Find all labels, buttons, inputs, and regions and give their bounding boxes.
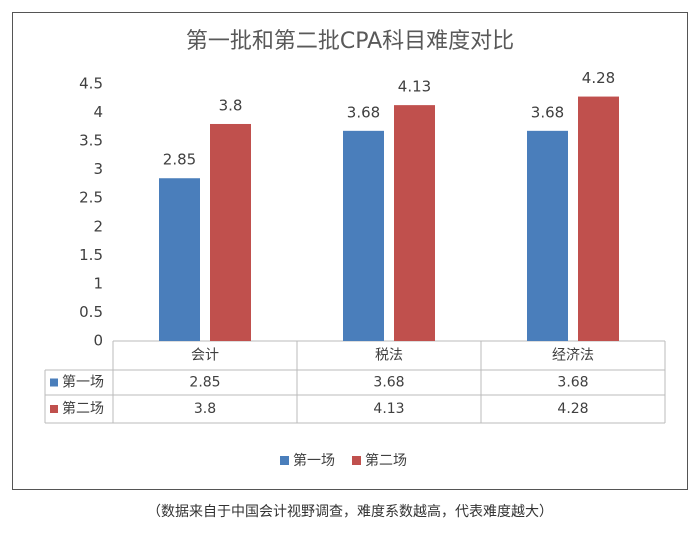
bar bbox=[578, 96, 619, 341]
data-label: 2.85 bbox=[163, 151, 196, 169]
bar bbox=[159, 178, 200, 341]
bar bbox=[210, 123, 251, 341]
x-tick-label: 税法 bbox=[375, 348, 403, 364]
data-label: 3.8 bbox=[219, 96, 243, 114]
legend-key bbox=[280, 456, 289, 465]
data-label: 4.28 bbox=[582, 69, 615, 87]
table-row-header: 第二场 bbox=[62, 400, 104, 417]
y-tick-label: 1 bbox=[93, 274, 103, 292]
table-cell: 4.13 bbox=[373, 401, 404, 417]
table-cell: 2.85 bbox=[189, 375, 220, 391]
y-tick-label: 1.5 bbox=[79, 246, 103, 264]
table-legend-key bbox=[50, 378, 58, 387]
y-tick-label: 0 bbox=[93, 332, 103, 350]
caption: （数据来自于中国会计视野调查，难度系数越高，代表难度越大） bbox=[147, 503, 553, 520]
chart-title: 第一批和第二批CPA科目难度对比 bbox=[186, 29, 514, 54]
y-tick-label: 2 bbox=[93, 217, 103, 235]
y-tick-label: 3 bbox=[93, 160, 103, 178]
table-row-header: 第一场 bbox=[62, 374, 104, 391]
data-label: 4.13 bbox=[398, 78, 431, 96]
table-cell: 4.28 bbox=[557, 401, 588, 417]
table-cell: 3.68 bbox=[373, 375, 404, 391]
legend-key bbox=[352, 456, 361, 465]
data-label: 3.68 bbox=[531, 103, 564, 121]
y-tick-label: 4.5 bbox=[79, 75, 103, 93]
x-tick-label: 会计 bbox=[191, 348, 219, 364]
legend-label: 第二场 bbox=[365, 452, 407, 469]
y-tick-label: 3.5 bbox=[79, 132, 103, 150]
y-tick-label: 4 bbox=[93, 103, 103, 121]
data-label: 3.68 bbox=[347, 103, 380, 121]
bar bbox=[394, 105, 435, 342]
bar bbox=[343, 130, 384, 341]
table-cell: 3.8 bbox=[194, 401, 216, 417]
x-tick-label: 经济法 bbox=[552, 348, 594, 364]
y-tick-label: 2.5 bbox=[79, 189, 103, 207]
table-legend-key bbox=[50, 405, 58, 413]
table-cell: 3.68 bbox=[557, 375, 588, 391]
bar bbox=[527, 130, 568, 341]
legend-label: 第一场 bbox=[293, 452, 335, 469]
y-tick-label: 0.5 bbox=[79, 303, 103, 321]
